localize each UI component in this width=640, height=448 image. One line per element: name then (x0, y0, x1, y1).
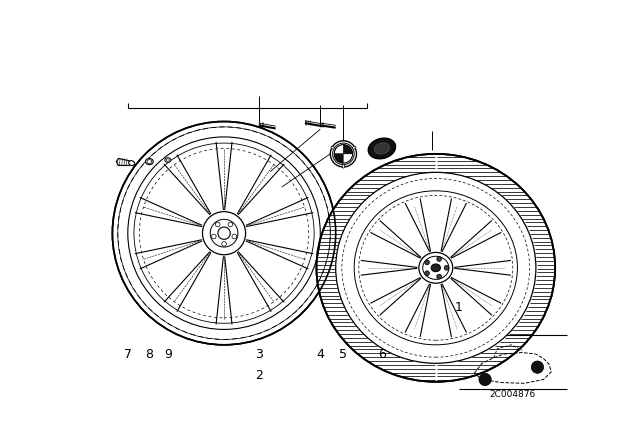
Circle shape (333, 143, 354, 165)
Circle shape (425, 260, 429, 265)
Ellipse shape (164, 158, 171, 162)
Wedge shape (344, 145, 353, 154)
Text: 9: 9 (164, 348, 172, 361)
Circle shape (202, 211, 246, 255)
Text: 8: 8 (145, 348, 154, 361)
Circle shape (330, 141, 356, 167)
Circle shape (425, 271, 429, 276)
Text: 5: 5 (339, 348, 348, 361)
Ellipse shape (147, 159, 152, 164)
Ellipse shape (316, 154, 555, 382)
Wedge shape (344, 154, 353, 163)
Ellipse shape (422, 256, 449, 280)
Circle shape (437, 257, 442, 261)
Ellipse shape (129, 161, 134, 165)
Ellipse shape (354, 191, 517, 345)
Text: 6: 6 (378, 348, 386, 361)
Polygon shape (116, 159, 132, 165)
Wedge shape (334, 145, 344, 154)
Ellipse shape (368, 138, 396, 159)
Ellipse shape (431, 264, 440, 271)
Ellipse shape (342, 164, 344, 168)
Ellipse shape (166, 159, 170, 161)
Text: 4: 4 (316, 348, 324, 361)
Text: 2: 2 (255, 369, 262, 382)
Circle shape (218, 227, 230, 239)
Wedge shape (334, 154, 344, 163)
Text: 1: 1 (455, 302, 463, 314)
Circle shape (531, 361, 543, 373)
Ellipse shape (419, 252, 452, 283)
Ellipse shape (374, 143, 390, 154)
Circle shape (437, 274, 442, 279)
Circle shape (444, 266, 449, 270)
Circle shape (210, 220, 238, 247)
Ellipse shape (336, 172, 536, 363)
Ellipse shape (145, 159, 153, 165)
Ellipse shape (331, 146, 335, 149)
Circle shape (113, 121, 336, 345)
Text: 7: 7 (124, 348, 132, 361)
Circle shape (479, 373, 492, 386)
Text: 3: 3 (255, 348, 262, 361)
Ellipse shape (352, 146, 356, 149)
Text: 2C004876: 2C004876 (490, 390, 536, 399)
